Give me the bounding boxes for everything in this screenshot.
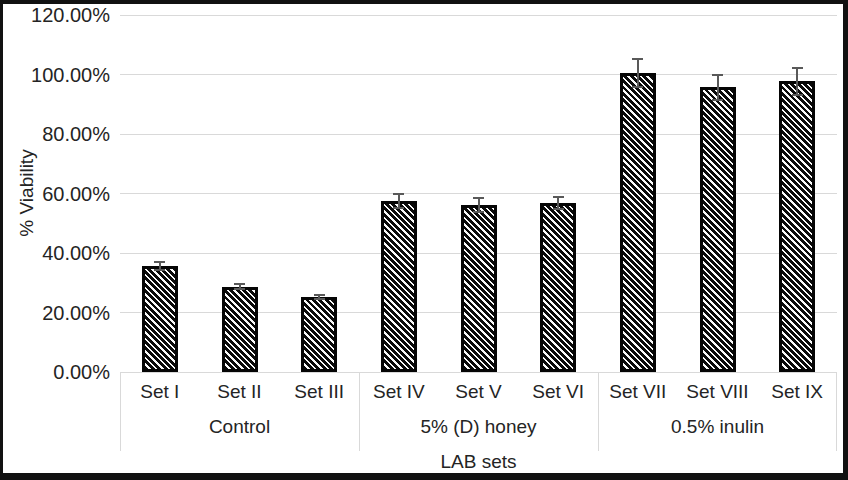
error-bar-set-viii	[712, 74, 723, 101]
y-tick-label: 80.00%	[3, 123, 110, 145]
y-tick-label: 0.00%	[3, 361, 110, 383]
y-tick-label: 60.00%	[3, 183, 110, 205]
error-bar-cap	[234, 288, 245, 290]
gridline	[120, 15, 837, 16]
error-bar-cap	[632, 86, 643, 88]
error-bar-cap	[553, 208, 564, 210]
x-tick-label-set-iv: Set IV	[359, 380, 439, 404]
group-label-0-5-inulin: 0.5% inulin	[598, 414, 837, 440]
error-bar-set-iv	[393, 193, 404, 208]
error-bar-cap	[314, 298, 325, 300]
x-tick-label-set-ix: Set IX	[757, 380, 837, 404]
bar-set-ix	[779, 81, 815, 372]
y-tick-label: 40.00%	[3, 242, 110, 264]
bar-set-iii	[301, 297, 337, 372]
x-tick-label-set-v: Set V	[439, 380, 519, 404]
bar-set-viii	[700, 87, 736, 372]
bar-set-v	[461, 205, 497, 372]
error-bar-set-v	[473, 197, 484, 212]
viability-bar-chart: % Viability LAB sets 0.00%20.00%40.00%60…	[0, 0, 848, 480]
y-tick-label: 120.00%	[3, 4, 110, 26]
x-tick-label-set-iii: Set III	[279, 380, 359, 404]
x-tick-label-set-i: Set I	[120, 380, 200, 404]
error-bar-stem	[796, 67, 798, 96]
bar-set-i	[142, 266, 178, 372]
x-tick-label-set-vi: Set VI	[518, 380, 598, 404]
x-tick-label-set-viii: Set VIII	[678, 380, 758, 404]
error-bar-set-vi	[553, 196, 564, 210]
bar-set-iv	[381, 201, 417, 372]
x-tick-label-set-ii: Set II	[200, 380, 280, 404]
y-tick-label: 100.00%	[3, 64, 110, 86]
x-tick-label-set-vii: Set VII	[598, 380, 678, 404]
error-bar-cap	[393, 207, 404, 209]
x-axis-title: LAB sets	[120, 451, 837, 473]
gridline	[120, 74, 837, 75]
error-bar-set-i	[154, 261, 165, 271]
bar-set-ii	[222, 287, 258, 372]
error-bar-set-vii	[632, 58, 643, 88]
group-label-control: Control	[120, 414, 359, 440]
error-bar-stem	[717, 74, 719, 101]
group-label-5-d-honey: 5% (D) honey	[359, 414, 598, 440]
error-bar-cap	[154, 269, 165, 271]
error-bar-stem	[637, 58, 639, 88]
bar-set-vi	[540, 203, 576, 372]
y-tick-label: 20.00%	[3, 302, 110, 324]
error-bar-cap	[712, 99, 723, 101]
error-bar-cap	[473, 211, 484, 213]
chart-inner: % Viability LAB sets 0.00%20.00%40.00%60…	[3, 4, 843, 473]
bar-set-vii	[620, 73, 656, 372]
error-bar-cap	[792, 94, 803, 96]
error-bar-set-ii	[234, 283, 245, 290]
error-bar-set-ix	[792, 67, 803, 96]
error-bar-set-iii	[314, 294, 325, 300]
